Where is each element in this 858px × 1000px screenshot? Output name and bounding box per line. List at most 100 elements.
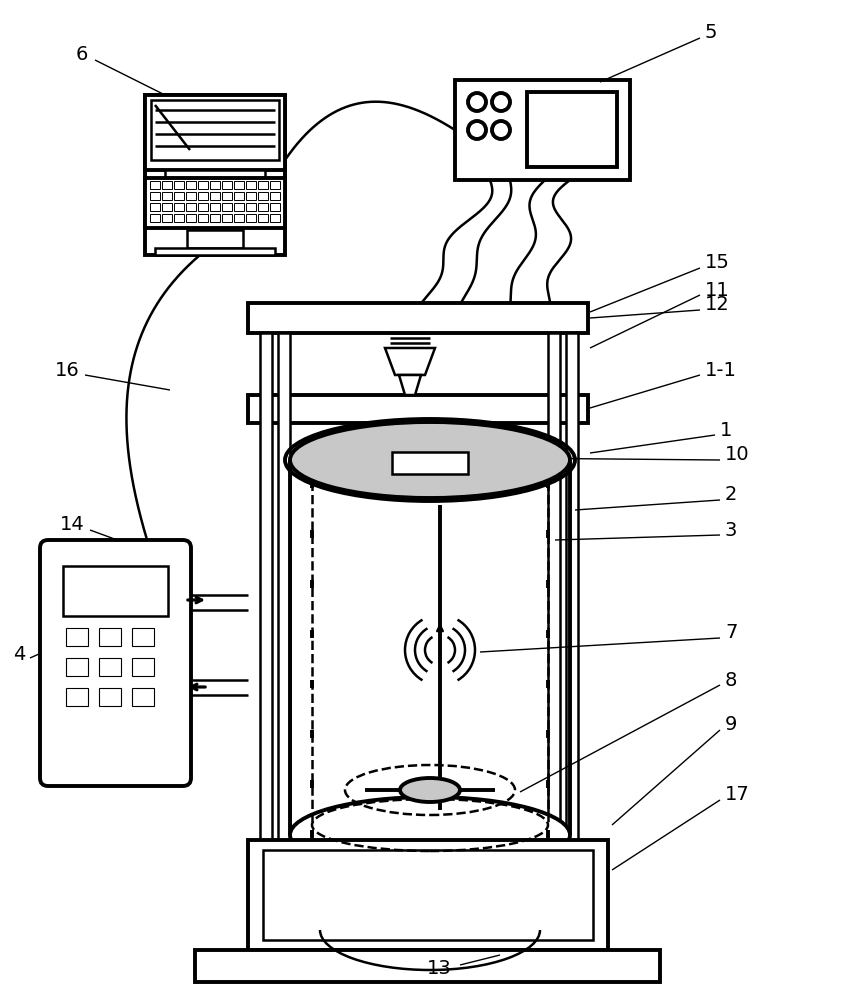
Bar — [566, 333, 578, 863]
Bar — [162, 214, 172, 222]
Text: 16: 16 — [55, 360, 80, 379]
Bar — [198, 181, 208, 189]
Bar — [234, 203, 244, 211]
Bar — [263, 850, 593, 940]
Text: 1: 1 — [720, 420, 733, 440]
Circle shape — [468, 121, 486, 139]
Bar — [165, 170, 265, 178]
Bar — [151, 100, 279, 160]
Bar — [132, 658, 154, 676]
Bar — [222, 192, 232, 200]
Bar — [99, 688, 121, 706]
Text: 11: 11 — [705, 280, 730, 300]
Bar — [162, 181, 172, 189]
Text: 4: 4 — [13, 646, 25, 664]
Bar — [210, 214, 220, 222]
Circle shape — [492, 93, 510, 111]
Bar — [198, 192, 208, 200]
Circle shape — [492, 121, 510, 139]
Text: 8: 8 — [725, 670, 737, 690]
Bar — [527, 92, 617, 167]
Text: 13: 13 — [427, 958, 452, 978]
Bar — [392, 452, 468, 474]
Bar — [548, 333, 560, 863]
Bar — [155, 248, 275, 255]
Bar — [186, 214, 196, 222]
Ellipse shape — [290, 422, 570, 498]
Text: 15: 15 — [705, 253, 730, 272]
Bar — [234, 181, 244, 189]
Bar — [162, 203, 172, 211]
Bar — [246, 214, 256, 222]
Bar — [195, 950, 660, 982]
Bar — [455, 80, 630, 180]
Bar — [248, 840, 608, 950]
Circle shape — [468, 93, 486, 111]
Bar — [222, 203, 232, 211]
Bar — [145, 95, 285, 170]
Bar — [186, 203, 196, 211]
Text: 9: 9 — [725, 716, 737, 734]
Ellipse shape — [400, 778, 460, 802]
Bar — [150, 181, 160, 189]
Bar — [248, 395, 588, 423]
Bar — [186, 181, 196, 189]
Text: 12: 12 — [705, 296, 730, 314]
FancyBboxPatch shape — [40, 540, 191, 786]
Bar — [187, 230, 243, 248]
Bar — [246, 192, 256, 200]
Bar — [145, 95, 285, 255]
Bar — [150, 214, 160, 222]
Bar — [278, 333, 290, 863]
Text: 10: 10 — [725, 446, 750, 464]
Ellipse shape — [290, 797, 570, 873]
Bar — [174, 214, 184, 222]
Text: 14: 14 — [60, 516, 85, 534]
Bar — [234, 214, 244, 222]
Bar — [174, 192, 184, 200]
Bar — [234, 192, 244, 200]
Bar — [66, 658, 88, 676]
Bar — [132, 628, 154, 646]
Bar — [258, 192, 268, 200]
Bar — [198, 203, 208, 211]
Bar — [258, 214, 268, 222]
Bar — [248, 303, 588, 333]
Bar — [260, 333, 272, 863]
Polygon shape — [385, 348, 435, 375]
Bar — [246, 203, 256, 211]
Bar — [63, 566, 168, 616]
Bar — [174, 203, 184, 211]
Bar — [222, 214, 232, 222]
Bar — [210, 192, 220, 200]
Bar — [132, 688, 154, 706]
Bar — [258, 181, 268, 189]
Bar — [210, 203, 220, 211]
Bar — [99, 628, 121, 646]
Bar — [198, 214, 208, 222]
Bar — [270, 214, 280, 222]
Bar — [150, 192, 160, 200]
Bar — [258, 203, 268, 211]
Bar — [186, 192, 196, 200]
Text: 1-1: 1-1 — [705, 360, 737, 379]
Bar — [66, 628, 88, 646]
Bar — [99, 658, 121, 676]
Text: 6: 6 — [76, 45, 88, 64]
Bar — [174, 181, 184, 189]
Bar — [246, 181, 256, 189]
Bar — [270, 192, 280, 200]
Text: 17: 17 — [725, 786, 750, 804]
Text: 7: 7 — [725, 624, 737, 643]
Text: 5: 5 — [705, 23, 717, 42]
Polygon shape — [399, 375, 421, 395]
Bar — [270, 181, 280, 189]
Bar — [210, 181, 220, 189]
Bar — [270, 203, 280, 211]
Bar — [145, 178, 285, 228]
Bar — [150, 203, 160, 211]
Text: 3: 3 — [725, 520, 737, 540]
Bar — [222, 181, 232, 189]
Text: 2: 2 — [725, 486, 737, 504]
Bar — [162, 192, 172, 200]
